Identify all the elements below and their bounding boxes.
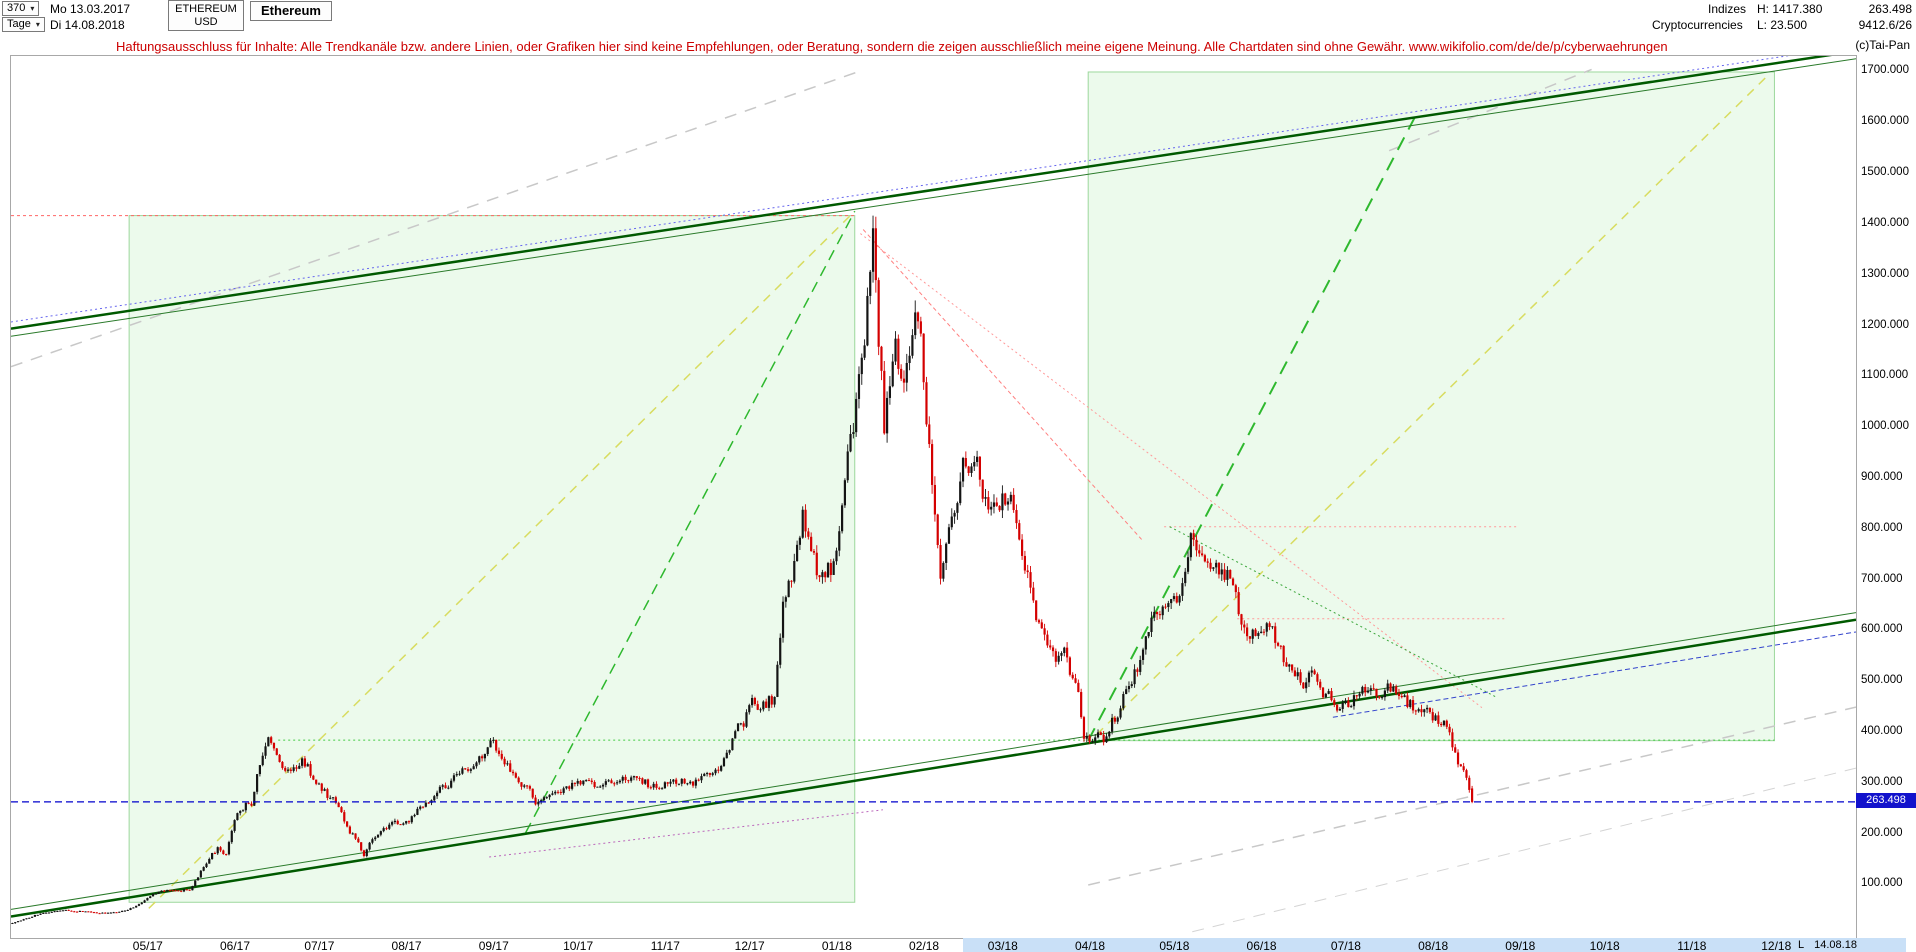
x-tick-label: 11/18 bbox=[1677, 939, 1707, 952]
x-tick-label: 02/18 bbox=[909, 939, 940, 952]
x-tick-label: 10/18 bbox=[1589, 939, 1620, 952]
y-tick-label: 200.000 bbox=[1861, 826, 1903, 839]
lower-trendline-thin bbox=[11, 612, 1856, 910]
gray-dashed-upper-left bbox=[11, 71, 858, 368]
gray-dashed-lower-2 bbox=[1192, 767, 1856, 933]
blue-dotted-upper-parallel bbox=[11, 56, 1790, 323]
x-tick-label: 07/17 bbox=[304, 939, 335, 952]
period-high-value: H: 1417.380 bbox=[1757, 2, 1823, 16]
bars-count-value: 370 bbox=[7, 2, 26, 14]
y-tick-label: 1000.000 bbox=[1861, 420, 1909, 433]
y-tick-label: 1700.000 bbox=[1861, 64, 1909, 77]
subcategory-label: Cryptocurrencies bbox=[1652, 18, 1743, 32]
y-tick-label: 1600.000 bbox=[1861, 115, 1909, 128]
x-tick-label: 08/17 bbox=[391, 939, 422, 952]
yellow-dashed-right bbox=[1096, 73, 1770, 736]
last-price-value: 263.498 bbox=[1868, 2, 1912, 16]
magenta-dotted-lower-left bbox=[489, 809, 883, 858]
gray-dashed-upper-right bbox=[1388, 68, 1592, 152]
currency-label: USD bbox=[194, 15, 218, 28]
x-tick-label: 04/18 bbox=[1074, 939, 1106, 952]
x-tick-label: 09/18 bbox=[1505, 939, 1536, 952]
y-tick-label: 600.000 bbox=[1861, 623, 1903, 636]
pink-dotted-descending-long bbox=[860, 233, 1483, 709]
y-tick-label: 800.000 bbox=[1861, 521, 1903, 534]
x-tick-label: 12/17 bbox=[734, 939, 765, 952]
y-tick-label: 1500.000 bbox=[1861, 166, 1909, 179]
x-tick-label: 10/17 bbox=[563, 939, 594, 952]
x-tick-label: 06/18 bbox=[1246, 939, 1277, 952]
y-tick-label: 1400.000 bbox=[1861, 216, 1909, 229]
symbol-label: ETHEREUM bbox=[175, 2, 237, 15]
y-tick-label: 700.000 bbox=[1861, 572, 1903, 585]
last-bar-flag: L bbox=[1798, 939, 1805, 951]
green-dashed-steep-right bbox=[1087, 112, 1419, 742]
chart-plot-area[interactable] bbox=[10, 55, 1857, 939]
bars-count-dropdown[interactable]: 370 ▾ bbox=[2, 1, 40, 16]
x-tick-label: 03/18 bbox=[987, 939, 1018, 952]
instrument-name-button[interactable]: Ethereum bbox=[250, 1, 332, 21]
time-axis-highlight bbox=[963, 938, 1906, 952]
candlestick-chart[interactable] bbox=[11, 56, 1856, 938]
taipan-watermark: (c)Tai-Pan bbox=[1855, 38, 1910, 52]
x-tick-label: 12/18 bbox=[1761, 939, 1792, 952]
last-bar-date: 14.08.18 bbox=[1814, 939, 1857, 951]
last-bar-marker: L 14.08.18 bbox=[1798, 939, 1857, 951]
timeframe-value: Tage bbox=[7, 18, 31, 30]
symbol-currency-box[interactable]: ETHEREUM USD bbox=[168, 0, 244, 31]
y-tick-label: 1300.000 bbox=[1861, 267, 1909, 280]
chart-end-date: Di 14.08.2018 bbox=[50, 18, 125, 32]
gray-dashed-lower-1 bbox=[1088, 706, 1856, 886]
category-label: Indizes bbox=[1708, 2, 1747, 16]
x-tick-label: 08/18 bbox=[1418, 939, 1449, 952]
upper-trendline-main bbox=[11, 56, 1833, 330]
blue-dashed-lower-right bbox=[1332, 631, 1856, 718]
time-axis[interactable]: 05/17 06/17 07/17 08/17 09/17 10/17 11/17 12/17… bbox=[10, 938, 1916, 952]
disclaimer-text: Haftungsausschluss für Inhalte: Alle Tre… bbox=[116, 39, 1668, 54]
price-axis[interactable]: 1700.000 1600.000 1500.000 1400.000 1300.000… bbox=[1857, 55, 1916, 937]
x-tick-label: 11/17 bbox=[650, 939, 680, 952]
candlestick-series bbox=[11, 215, 1474, 925]
y-tick-label: 1100.000 bbox=[1861, 369, 1909, 382]
y-tick-label: 500.000 bbox=[1861, 674, 1903, 687]
y-tick-label: 100.000 bbox=[1861, 877, 1903, 890]
last-price-badge: 263.498 bbox=[1856, 793, 1916, 809]
x-tick-label: 05/18 bbox=[1159, 939, 1190, 952]
y-tick-label: 900.000 bbox=[1861, 470, 1903, 483]
chevron-down-icon: ▾ bbox=[35, 20, 40, 29]
x-tick-label: 07/18 bbox=[1330, 939, 1361, 952]
green-dotted-descending bbox=[1169, 526, 1497, 698]
chevron-down-icon: ▾ bbox=[30, 4, 35, 13]
x-tick-label: 01/18 bbox=[821, 939, 852, 952]
yellow-dashed-left bbox=[148, 210, 856, 909]
upper-trendline-thin bbox=[11, 58, 1856, 337]
y-tick-label: 400.000 bbox=[1861, 725, 1903, 738]
timeframe-dropdown[interactable]: Tage ▾ bbox=[2, 17, 45, 32]
y-tick-label: 1200.000 bbox=[1861, 318, 1909, 331]
x-tick-label: 09/17 bbox=[478, 939, 509, 952]
lower-trendline-main bbox=[11, 618, 1856, 918]
green-dashed-steep-left bbox=[525, 210, 856, 834]
y-tick-label: 300.000 bbox=[1861, 775, 1903, 788]
period-low-value: L: 23.500 bbox=[1757, 18, 1808, 32]
x-tick-label: 06/17 bbox=[219, 939, 251, 952]
volume-info: 9412.6/26 bbox=[1858, 18, 1912, 32]
x-tick-label: 05/17 bbox=[132, 939, 163, 952]
chart-start-date: Mo 13.03.2017 bbox=[50, 2, 131, 16]
